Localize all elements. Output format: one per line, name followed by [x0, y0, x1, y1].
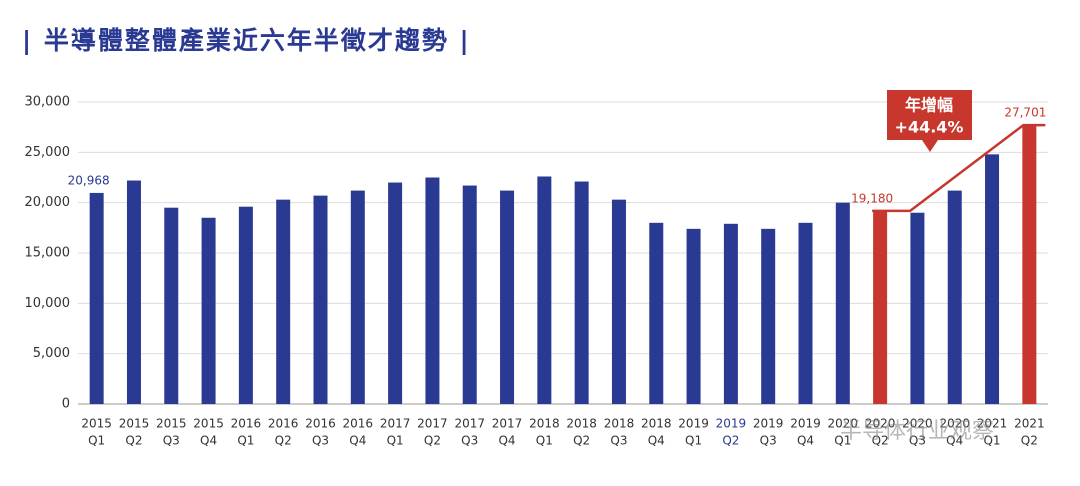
x-tick-label: 2018 [641, 417, 672, 431]
y-tick-label: 20,000 [25, 195, 71, 210]
x-tick-label: 2019 [753, 417, 784, 431]
x-tick-label: Q4 [946, 434, 963, 448]
callout-box [887, 90, 972, 152]
data-label: 20,968 [68, 173, 110, 187]
bar [126, 180, 141, 404]
x-tick-label: 2015 [81, 417, 112, 431]
x-tick-label: 2020 [865, 417, 896, 431]
x-tick-label: Q3 [909, 434, 926, 448]
bar [723, 223, 738, 404]
data-label: 27,701 [1004, 106, 1046, 120]
bar [238, 206, 253, 404]
x-tick-label: Q1 [88, 434, 105, 448]
trend-connector [872, 123, 1046, 213]
bar [201, 217, 216, 404]
bar [910, 212, 925, 404]
y-tick-label: 15,000 [25, 246, 71, 261]
bar [537, 176, 552, 404]
x-tick-label: Q3 [163, 434, 180, 448]
y-tick-label: 10,000 [25, 296, 71, 311]
x-tick-label: 2015 [119, 417, 150, 431]
bar [462, 185, 477, 404]
bar [798, 222, 813, 404]
x-tick-label: Q2 [722, 434, 739, 448]
bar [761, 228, 776, 404]
callout-title: 年增幅 [905, 96, 953, 115]
x-tick-label: Q4 [648, 434, 665, 448]
y-tick-label: 5,000 [33, 346, 70, 361]
x-tick-label: 2016 [305, 417, 336, 431]
x-tick-label: Q2 [1021, 434, 1038, 448]
callout-value: +44.4% [895, 118, 964, 137]
x-tick-label: 2016 [268, 417, 299, 431]
x-tick-label: Q1 [387, 434, 404, 448]
x-tick-label: 2021 [977, 417, 1008, 431]
x-tick-label: Q1 [983, 434, 1000, 448]
x-tick-label: 2019 [790, 417, 821, 431]
x-tick-label: 2016 [343, 417, 374, 431]
x-tick-label: Q4 [200, 434, 217, 448]
x-tick-label: Q1 [536, 434, 553, 448]
x-tick-label: Q2 [573, 434, 590, 448]
x-tick-label: 2015 [193, 417, 224, 431]
x-tick-label: 2016 [231, 417, 262, 431]
x-tick-label: 2020 [828, 417, 859, 431]
bar [611, 199, 626, 404]
x-tick-label: 2015 [156, 417, 187, 431]
x-tick-label: 2021 [1014, 417, 1045, 431]
x-tick-label: Q2 [872, 434, 889, 448]
x-tick-label: 2017 [380, 417, 411, 431]
x-tick-label: Q2 [275, 434, 292, 448]
x-tick-label: Q2 [424, 434, 441, 448]
y-tick-label: 30,000 [25, 95, 71, 110]
bar [574, 181, 589, 404]
x-tick-label: 2020 [902, 417, 933, 431]
bar [313, 195, 328, 404]
bar [89, 192, 104, 404]
y-tick-label: 25,000 [25, 145, 71, 160]
bar [835, 202, 850, 404]
bar [686, 228, 701, 404]
x-tick-label: Q3 [760, 434, 777, 448]
x-tick-label: 2019 [678, 417, 709, 431]
x-tick-label: Q1 [237, 434, 254, 448]
bar [388, 182, 403, 404]
x-tick-label: 2018 [604, 417, 635, 431]
x-tick-label: Q1 [834, 434, 851, 448]
x-tick-label: 2017 [454, 417, 485, 431]
x-tick-label: 2019 [716, 417, 747, 431]
x-tick-label: Q3 [461, 434, 478, 448]
bar [985, 154, 1000, 404]
bar [350, 190, 365, 404]
chart-title: | 半導體整體產業近六年半徵才趨勢 | [22, 26, 471, 55]
watermark: 半导体行业观察 [840, 419, 994, 444]
x-tick-label: 2017 [417, 417, 448, 431]
bar [164, 207, 179, 404]
bar [1022, 125, 1037, 405]
x-tick-label: 2017 [492, 417, 523, 431]
x-tick-label: Q2 [125, 434, 142, 448]
bar [500, 190, 515, 404]
x-tick-label: Q4 [349, 434, 366, 448]
bar [873, 210, 888, 404]
x-tick-label: Q3 [610, 434, 627, 448]
bar [425, 177, 440, 404]
bar [947, 190, 962, 404]
x-tick-label: 2018 [529, 417, 560, 431]
bar [649, 222, 664, 404]
data-label: 19,180 [851, 191, 893, 205]
y-tick-label: 0 [62, 397, 70, 412]
x-tick-label: 2018 [566, 417, 597, 431]
x-tick-label: Q1 [685, 434, 702, 448]
x-tick-label: Q3 [312, 434, 329, 448]
x-tick-label: 2020 [939, 417, 970, 431]
x-tick-label: Q4 [797, 434, 814, 448]
bar [276, 199, 291, 404]
x-tick-label: Q4 [498, 434, 515, 448]
